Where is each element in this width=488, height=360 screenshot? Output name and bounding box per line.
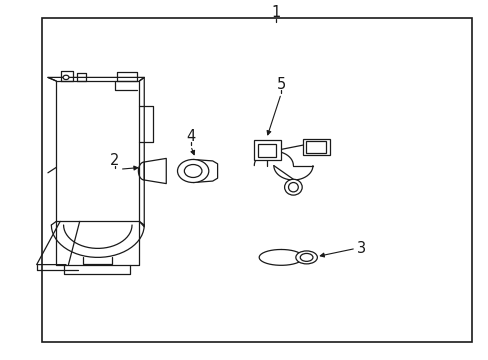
Bar xyxy=(254,140,281,160)
Ellipse shape xyxy=(63,75,69,80)
Ellipse shape xyxy=(177,159,208,183)
Bar xyxy=(258,144,276,157)
Text: 2: 2 xyxy=(110,153,120,168)
Bar xyxy=(305,141,325,153)
Text: 1: 1 xyxy=(271,5,280,20)
Ellipse shape xyxy=(184,165,202,177)
Bar xyxy=(41,18,471,342)
Bar xyxy=(303,139,329,155)
Text: 3: 3 xyxy=(357,241,366,256)
Ellipse shape xyxy=(288,183,298,192)
Text: 5: 5 xyxy=(276,77,285,92)
Text: 4: 4 xyxy=(186,129,195,144)
Ellipse shape xyxy=(300,253,312,261)
Ellipse shape xyxy=(295,251,317,264)
Ellipse shape xyxy=(284,179,302,195)
